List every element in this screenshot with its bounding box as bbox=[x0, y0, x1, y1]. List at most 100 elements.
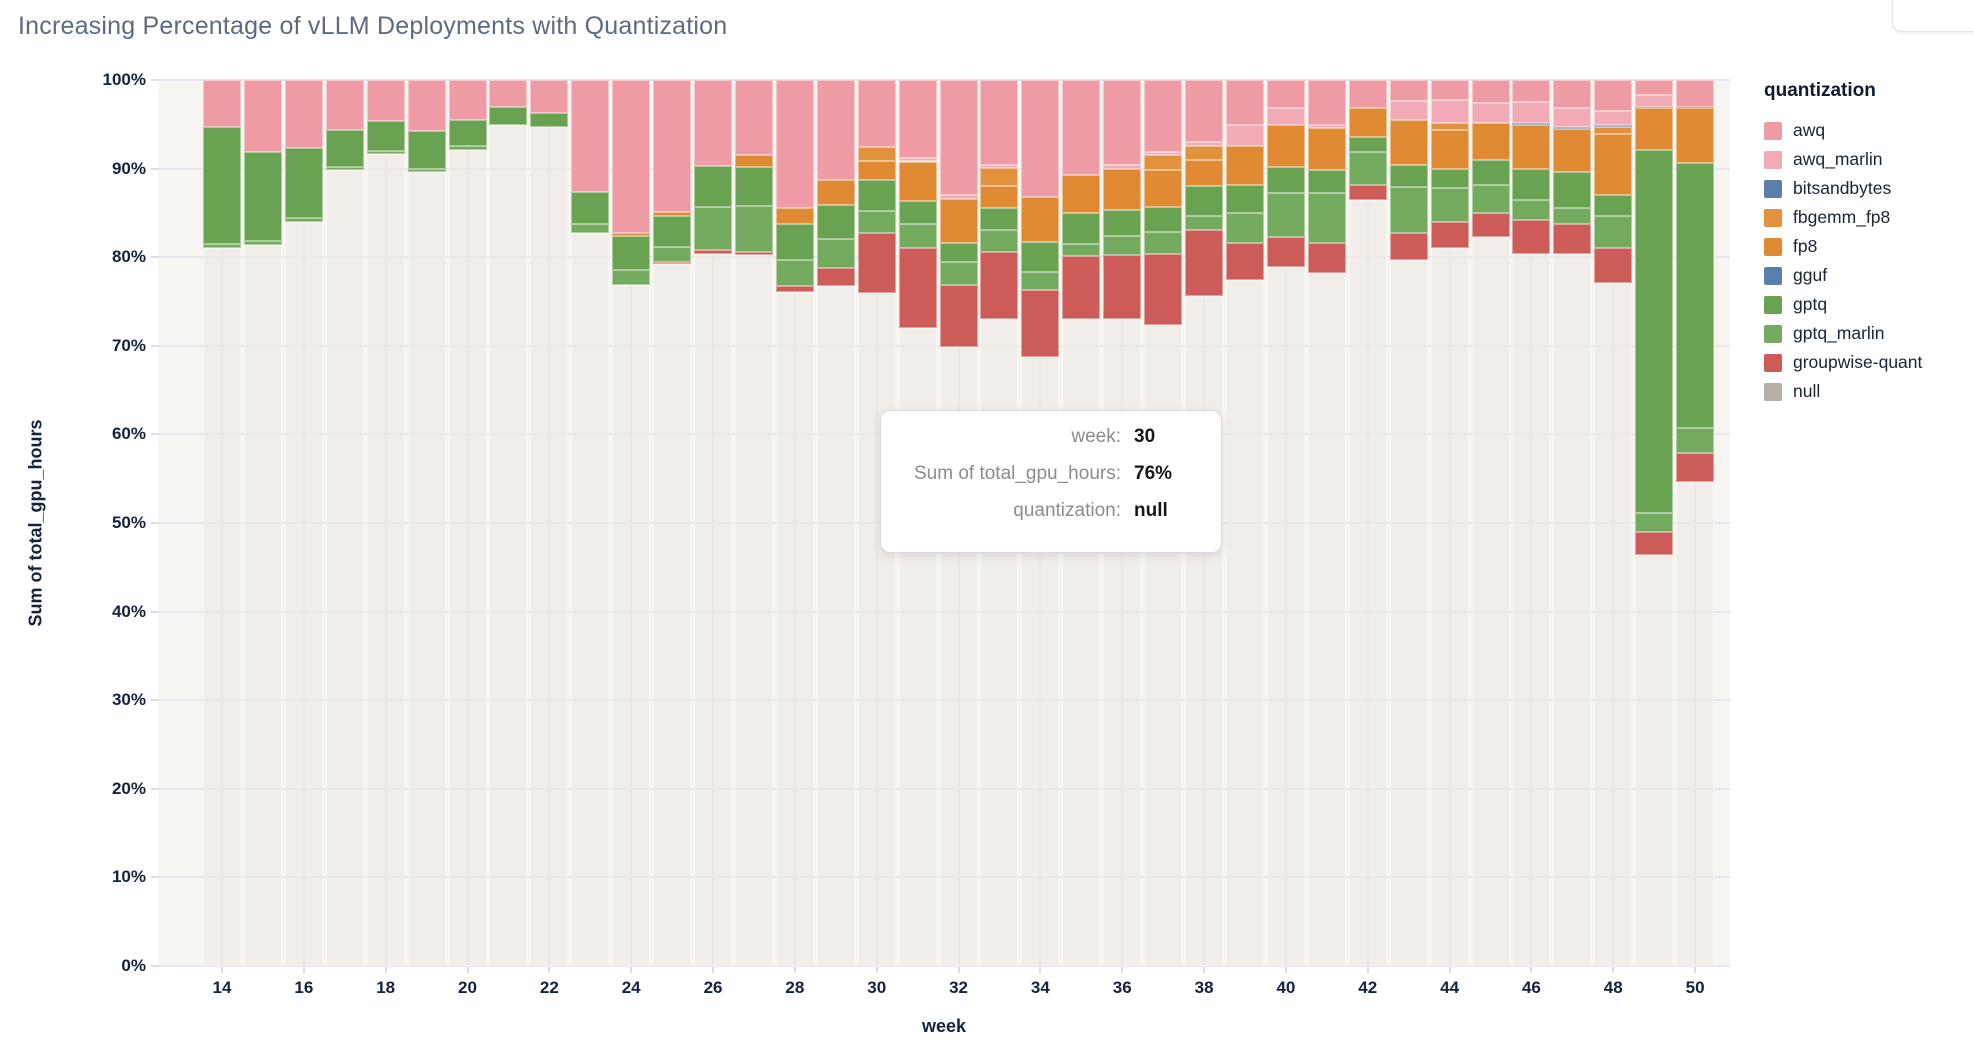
bar-segment-null[interactable] bbox=[1389, 259, 1428, 966]
legend-item-bitsandbytes[interactable]: bitsandbytes bbox=[1764, 174, 1970, 203]
bar-segment-awq[interactable] bbox=[1226, 80, 1264, 126]
bar-segment-awq[interactable] bbox=[448, 80, 487, 120]
bar-segment-awq_marlin[interactable] bbox=[1553, 108, 1592, 127]
bar-segment-gptq_marlin[interactable] bbox=[1348, 151, 1387, 185]
legend-item-awq[interactable]: awq bbox=[1764, 116, 1970, 145]
bar-segment-gptq_marlin[interactable] bbox=[1021, 272, 1060, 290]
bar-segment-gptq[interactable] bbox=[1676, 163, 1715, 429]
bar-segment-null[interactable] bbox=[1266, 266, 1305, 966]
bar-week-28[interactable] bbox=[775, 80, 814, 966]
bar-segment-awq_marlin[interactable] bbox=[1430, 100, 1469, 124]
bar-segment-groupwise-quant[interactable] bbox=[1185, 229, 1224, 297]
bar-segment-gptq[interactable] bbox=[1512, 169, 1551, 200]
bar-segment-null[interactable] bbox=[407, 172, 446, 966]
bar-segment-groupwise-quant[interactable] bbox=[1103, 254, 1142, 320]
bar-week-47[interactable] bbox=[1553, 80, 1592, 966]
bar-segment-gptq[interactable] bbox=[284, 148, 323, 219]
bar-segment-awq_marlin[interactable] bbox=[1594, 111, 1633, 126]
bar-week-18[interactable] bbox=[366, 80, 405, 966]
bar-segment-awq_marlin[interactable] bbox=[1103, 165, 1142, 170]
bar-segment-gptq_marlin[interactable] bbox=[1266, 193, 1305, 237]
bar-segment-fp8[interactable] bbox=[1389, 119, 1428, 166]
bar-segment-awq[interactable] bbox=[734, 80, 773, 156]
bar-segment-gptq_marlin[interactable] bbox=[1471, 184, 1510, 213]
bar-segment-awq_marlin[interactable] bbox=[1307, 125, 1346, 128]
bar-segment-awq[interactable] bbox=[407, 80, 446, 132]
bar-segment-gptq[interactable] bbox=[530, 112, 569, 127]
bar-segment-groupwise-quant[interactable] bbox=[1348, 184, 1387, 200]
bar-segment-fp8[interactable] bbox=[1021, 196, 1060, 243]
bar-segment-awq_marlin[interactable] bbox=[1226, 125, 1264, 147]
bar-segment-gptq_marlin[interactable] bbox=[980, 229, 1019, 252]
bar-segment-gptq[interactable] bbox=[1430, 169, 1469, 189]
bar-segment-gptq[interactable] bbox=[407, 131, 446, 169]
legend-item-groupwise-quant[interactable]: groupwise-quant bbox=[1764, 348, 1970, 377]
bar-week-38[interactable] bbox=[1185, 80, 1224, 966]
bar-week-39[interactable] bbox=[1226, 80, 1264, 966]
bar-segment-awq[interactable] bbox=[571, 80, 610, 192]
bar-segment-awq[interactable] bbox=[694, 80, 733, 166]
bar-week-14[interactable] bbox=[203, 80, 241, 966]
bar-week-24[interactable] bbox=[612, 80, 651, 966]
bar-segment-gptq[interactable] bbox=[1144, 206, 1183, 233]
bar-segment-gptq[interactable] bbox=[734, 166, 773, 206]
bar-segment-groupwise-quant[interactable] bbox=[1021, 289, 1060, 358]
bar-segment-groupwise-quant[interactable] bbox=[857, 233, 896, 293]
bar-segment-gptq[interactable] bbox=[1266, 166, 1305, 194]
bar-segment-fp8[interactable] bbox=[1266, 125, 1305, 167]
bar-week-21[interactable] bbox=[489, 80, 528, 966]
bar-segment-null[interactable] bbox=[1226, 280, 1264, 966]
bar-segment-bitsandbytes[interactable] bbox=[1635, 106, 1674, 109]
bar-segment-groupwise-quant[interactable] bbox=[980, 251, 1019, 320]
bar-segment-awq[interactable] bbox=[1266, 80, 1305, 109]
legend-item-awq-marlin[interactable]: awq_marlin bbox=[1764, 145, 1970, 174]
bar-segment-fbgemm_fp8[interactable] bbox=[980, 167, 1019, 187]
bar-segment-gptq_marlin[interactable] bbox=[1594, 216, 1633, 249]
bar-week-49[interactable] bbox=[1635, 80, 1674, 966]
bar-segment-gptq[interactable] bbox=[816, 204, 855, 240]
bar-segment-gptq_marlin[interactable] bbox=[734, 205, 773, 252]
bar-week-40[interactable] bbox=[1266, 80, 1305, 966]
bar-segment-gptq_marlin[interactable] bbox=[1307, 193, 1346, 244]
bar-segment-fp8[interactable] bbox=[1553, 128, 1592, 173]
bar-segment-awq_marlin[interactable] bbox=[1185, 142, 1224, 147]
bar-week-15[interactable] bbox=[243, 80, 282, 966]
bar-segment-fp8[interactable] bbox=[1635, 108, 1674, 150]
bar-segment-awq_marlin[interactable] bbox=[1471, 103, 1510, 124]
bar-segment-null[interactable] bbox=[1594, 282, 1633, 966]
bar-segment-gptq[interactable] bbox=[1348, 136, 1387, 152]
bar-segment-bitsandbytes[interactable] bbox=[1553, 126, 1592, 129]
bar-segment-groupwise-quant[interactable] bbox=[1266, 236, 1305, 267]
bar-segment-fp8[interactable] bbox=[1348, 108, 1387, 137]
bar-segment-null[interactable] bbox=[612, 284, 651, 966]
bar-segment-null[interactable] bbox=[1430, 248, 1469, 966]
bar-week-50[interactable] bbox=[1676, 80, 1715, 966]
bar-segment-null[interactable] bbox=[734, 255, 773, 966]
bar-segment-gptq[interactable] bbox=[571, 191, 610, 224]
bar-segment-gptq_marlin[interactable] bbox=[243, 241, 282, 245]
bar-segment-gptq_marlin[interactable] bbox=[1144, 232, 1183, 254]
bar-segment-gptq[interactable] bbox=[694, 165, 733, 207]
bar-segment-gptq[interactable] bbox=[1307, 170, 1346, 194]
bar-segment-fp8[interactable] bbox=[1103, 169, 1142, 211]
bar-week-23[interactable] bbox=[571, 80, 610, 966]
bar-segment-gptq_marlin[interactable] bbox=[284, 218, 323, 222]
bar-week-46[interactable] bbox=[1512, 80, 1551, 966]
bar-segment-fp8[interactable] bbox=[1144, 170, 1183, 207]
bar-week-30[interactable] bbox=[857, 80, 896, 966]
bar-segment-gptq_marlin[interactable] bbox=[857, 211, 896, 234]
bar-week-27[interactable] bbox=[734, 80, 773, 966]
bar-segment-awq[interactable] bbox=[284, 80, 323, 149]
bar-segment-fp8[interactable] bbox=[980, 186, 1019, 209]
bar-segment-gptq[interactable] bbox=[366, 120, 405, 151]
bar-segment-gptq[interactable] bbox=[203, 126, 241, 244]
bar-segment-fbgemm_fp8[interactable] bbox=[1594, 126, 1633, 135]
bar-segment-fp8[interactable] bbox=[1471, 123, 1510, 160]
bar-segment-gptq_marlin[interactable] bbox=[448, 146, 487, 150]
bar-segment-gptq[interactable] bbox=[1471, 159, 1510, 185]
bar-segment-groupwise-quant[interactable] bbox=[734, 251, 773, 256]
bar-segment-gptq[interactable] bbox=[1553, 172, 1592, 209]
bar-segment-gptq[interactable] bbox=[1103, 210, 1142, 236]
bar-segment-null[interactable] bbox=[366, 153, 405, 966]
bar-segment-null[interactable] bbox=[1635, 554, 1674, 966]
